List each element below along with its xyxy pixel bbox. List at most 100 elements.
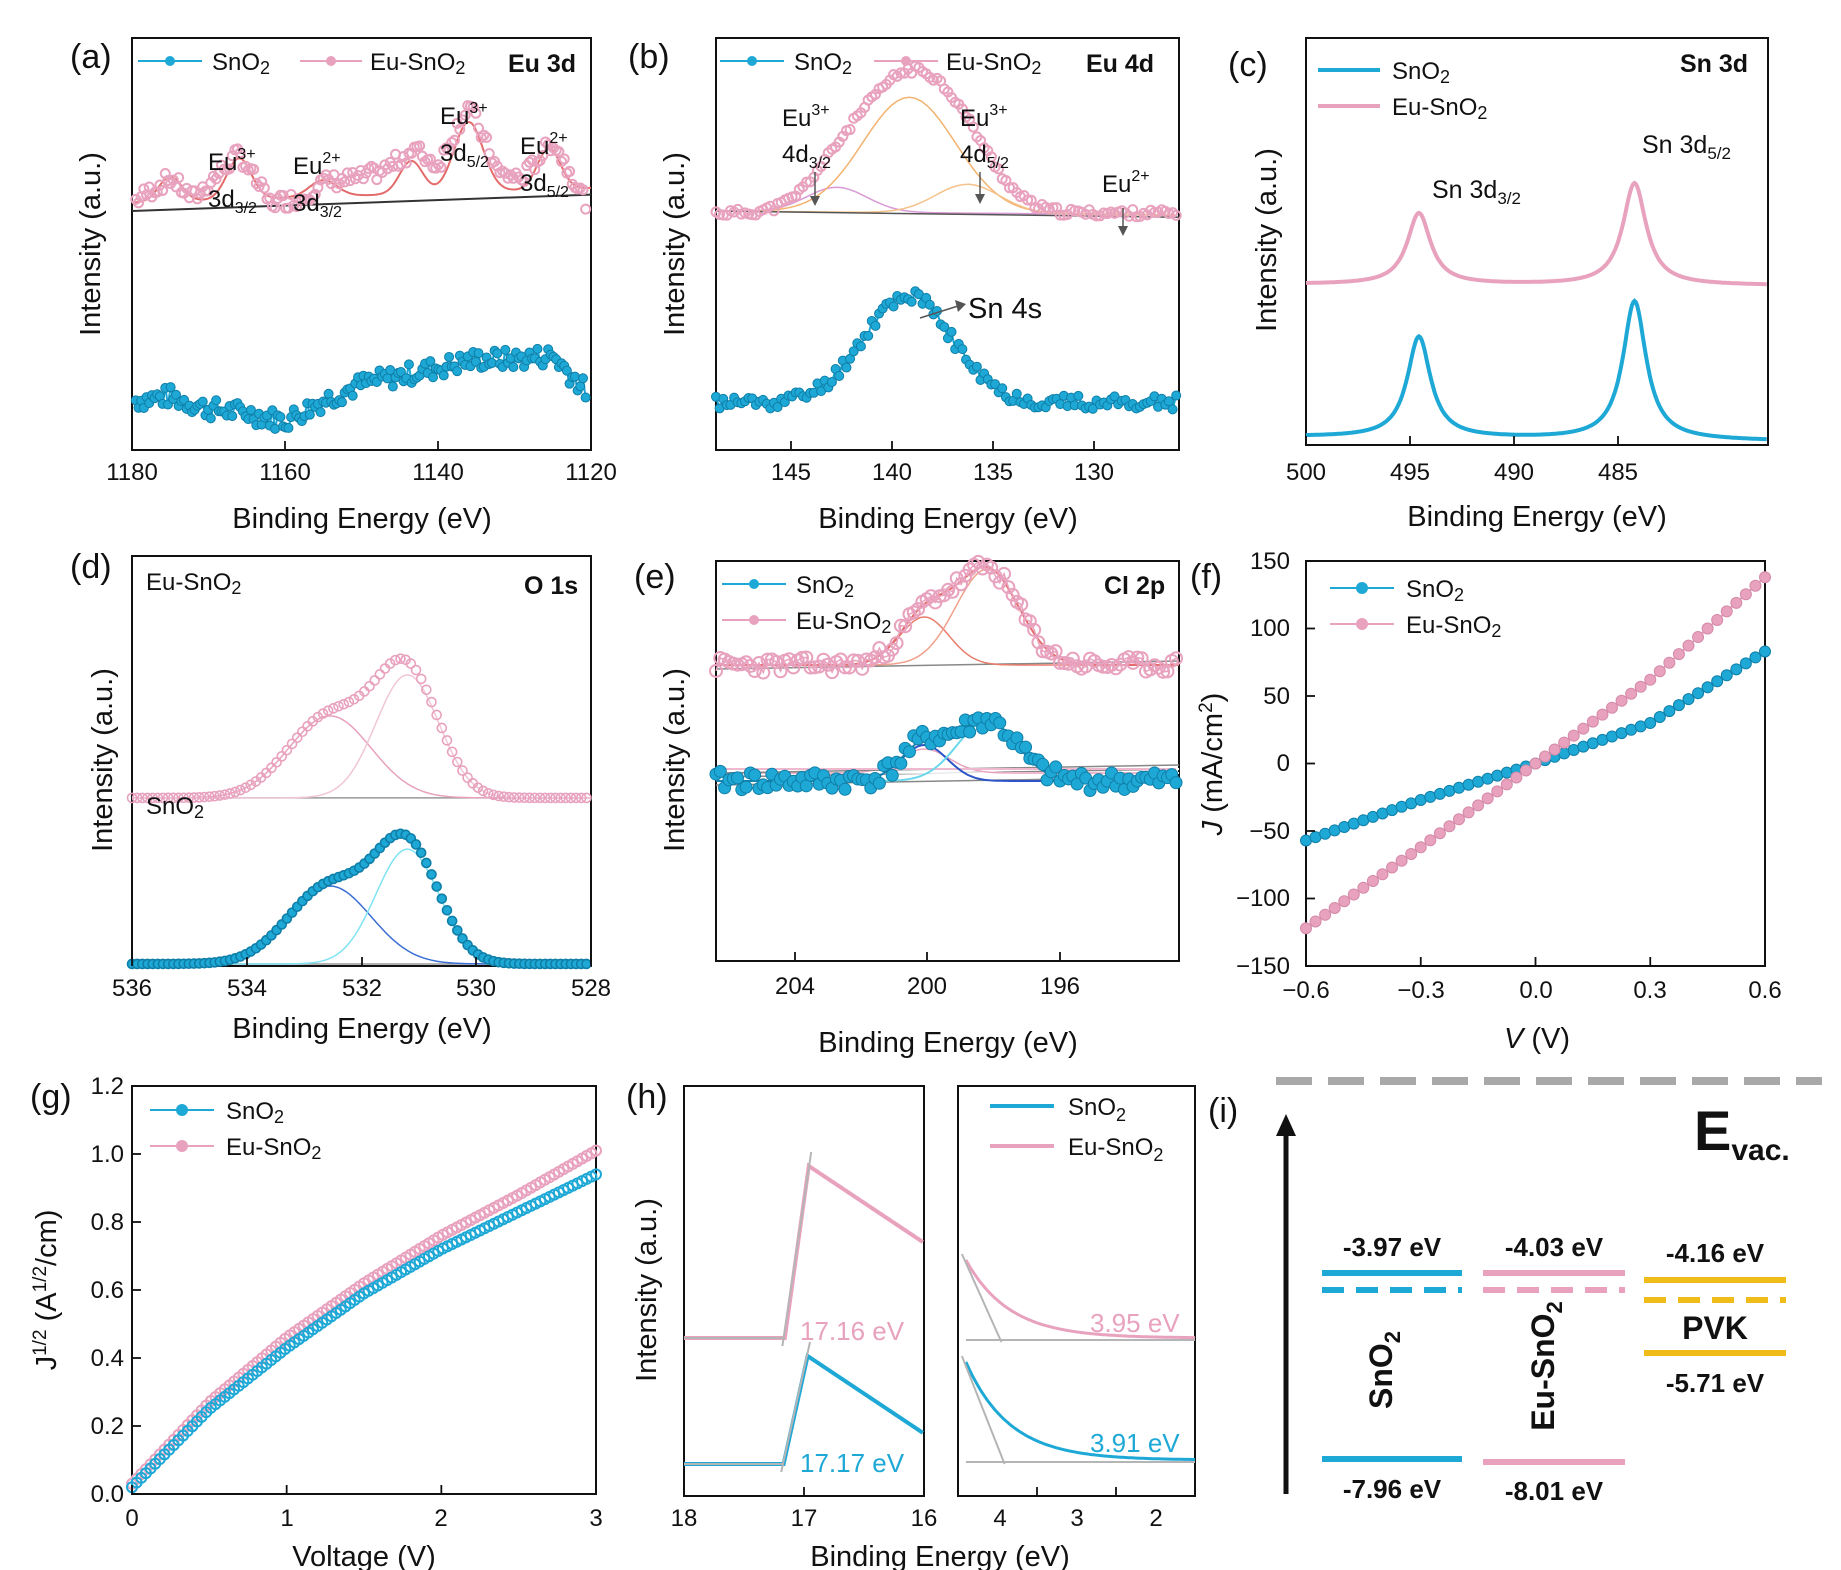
plot-b-series	[710, 60, 1182, 415]
plot-c-series	[1305, 180, 1767, 442]
point-a-eu-23	[191, 193, 203, 205]
point-b-eu-127	[1170, 209, 1182, 221]
level-sno2: -3.97 eV -7.96 eV SnO2	[1322, 1232, 1462, 1504]
panel-label-d: (d)	[70, 548, 112, 586]
point-d-eu-3	[142, 792, 153, 804]
point-a-eu-127	[470, 107, 482, 119]
point-a-eu-10	[157, 184, 169, 196]
point-e-sno2-79	[1049, 760, 1063, 774]
point-a-eu-130	[478, 129, 490, 141]
xtick-c-1: 495	[1390, 459, 1430, 486]
series-h-vb-sno2-tangent	[960, 1355, 1006, 1465]
point-e-eu-83	[1065, 651, 1080, 666]
point-d-eu-6	[157, 792, 169, 804]
xtick-c-2: 490	[1494, 459, 1534, 486]
point-d-eu-2	[137, 792, 148, 804]
svg-text:Eu3+: Eu3+	[960, 102, 1008, 132]
point-d-eu-5	[152, 792, 164, 804]
point-d-eu-58	[426, 696, 437, 708]
xtick-a-0: 1180	[106, 459, 158, 486]
point-a-eu-47	[256, 176, 268, 188]
annot-b-1-ion: Eu	[782, 105, 811, 132]
point-a-sno2-102	[403, 359, 414, 370]
point-a-sno2-65	[304, 409, 315, 420]
point-d-eu-55	[410, 664, 422, 676]
annot-c-1: Sn 3d3/2	[1432, 176, 1521, 208]
point-e-eu-31	[842, 660, 857, 675]
point-a-eu-101	[400, 157, 412, 169]
panel-e: (e) SnO2 Eu-SnO2 Cl 2p 204 200 196 Bindi…	[634, 554, 1184, 1059]
point-f-eu-5	[1347, 888, 1360, 901]
point-d-eu-54	[405, 658, 417, 669]
point-e-eu-104	[1156, 664, 1171, 679]
ylabel-f: J (mA/cm2)	[1196, 693, 1229, 837]
point-d-eu-80	[539, 792, 551, 804]
legend-g: SnO2 Eu-SnO2	[150, 1098, 321, 1163]
plot-g-series	[126, 1144, 602, 1494]
xtick-f-1: −0.3	[1397, 977, 1444, 1004]
level-eu-sno2: -4.03 eV -8.01 eV Eu-SnO2	[1483, 1232, 1625, 1506]
point-a-eu-132	[483, 148, 495, 160]
point-a-eu-44	[248, 163, 260, 175]
sno2-vbm-value: -7.96 eV	[1343, 1474, 1442, 1504]
point-d-eu-73	[503, 791, 515, 803]
point-b-sno2-79	[997, 383, 1008, 394]
point-d-eu-13	[193, 792, 205, 803]
xtick-b-3: 130	[1074, 459, 1114, 486]
ytick-f-2: 50	[1263, 683, 1290, 710]
point-d-eu-39	[328, 703, 339, 714]
panel-label-f: (f)	[1190, 558, 1222, 596]
annot-c-2-sub: 5/2	[1707, 144, 1731, 163]
xtick-a-2: 1140	[412, 459, 464, 486]
annot-a-3-charge: 3+	[469, 100, 487, 117]
point-a-eu-131	[481, 131, 493, 143]
point-d-eu-46	[364, 680, 375, 692]
energy-axis-arrowhead	[1276, 1114, 1296, 1136]
point-d-eu-14	[198, 791, 210, 803]
point-d-sno2-62	[446, 915, 458, 927]
legend-g-eu-label: Eu-SnO2	[226, 1134, 321, 1163]
ticks-g: 0.0 0.2 0.4 0.6 0.8 1.0 1.2 0 1 2 3	[91, 1073, 603, 1532]
annot-b-1-arrowhead	[810, 196, 820, 206]
point-f-eu-31	[1596, 708, 1609, 721]
annot-b-2: Eu3+ 4d5/2	[960, 102, 1009, 204]
point-d-sno2-57	[421, 857, 432, 869]
point-e-sno2-5	[730, 771, 744, 785]
point-d-eu-63	[452, 756, 463, 768]
point-d-eu-86	[570, 792, 582, 804]
point-f-eu-45	[1730, 596, 1743, 609]
xtick-f-4: 0.6	[1748, 977, 1781, 1004]
point-e-sno2-43	[894, 756, 908, 770]
point-a-sno2-81	[347, 390, 358, 401]
point-f-eu-16	[1453, 813, 1465, 826]
axes-a	[131, 37, 592, 451]
point-e-sno2-59	[963, 725, 977, 739]
point-a-sno2-161	[561, 365, 572, 376]
point-e-eu-22	[803, 660, 818, 675]
xtick-b-0: 145	[771, 459, 811, 486]
annot-a-4: Eu2+ 3d5/2	[520, 130, 569, 201]
annot-b-2-arrowhead	[975, 194, 985, 204]
point-b-sno2-65	[946, 326, 957, 337]
axes-h-right	[957, 1085, 1196, 1497]
annot-a-1-orbital: 3d	[208, 186, 235, 213]
point-e-eu-12	[760, 652, 775, 667]
point-d-eu-51	[390, 654, 401, 666]
point-f-eu-21	[1500, 778, 1513, 791]
xtick-g-1: 1	[280, 1505, 293, 1532]
point-e-eu-103	[1151, 660, 1166, 675]
point-d-eu-81	[544, 792, 556, 804]
legend-f-eu-marker	[1356, 618, 1368, 630]
point-a-sno2-168	[580, 392, 591, 403]
title-a: Eu 3d	[508, 50, 576, 78]
xtick-e-1: 200	[907, 973, 947, 1000]
point-f-sno2-41	[1692, 687, 1705, 700]
point-d-eu-61	[441, 735, 453, 746]
point-a-sno2-77	[336, 397, 347, 408]
svg-text:3d5/2: 3d5/2	[520, 170, 569, 201]
vacuum-label: Evac.	[1694, 1099, 1790, 1167]
point-d-eu-31	[286, 738, 298, 750]
point-d-eu-42	[343, 696, 355, 708]
annot-c-1-text: Sn 3d	[1432, 176, 1497, 204]
point-d-eu-49	[379, 663, 391, 674]
